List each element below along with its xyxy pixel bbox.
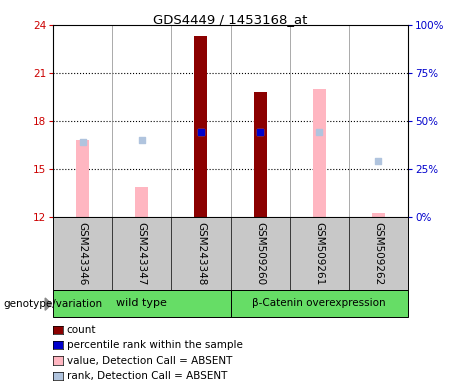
FancyBboxPatch shape bbox=[53, 217, 408, 290]
Point bbox=[197, 129, 205, 135]
Text: wild type: wild type bbox=[116, 298, 167, 308]
FancyBboxPatch shape bbox=[230, 290, 408, 317]
Text: genotype/variation: genotype/variation bbox=[4, 299, 103, 309]
Polygon shape bbox=[45, 298, 52, 310]
Text: count: count bbox=[67, 325, 96, 335]
Text: GDS4449 / 1453168_at: GDS4449 / 1453168_at bbox=[154, 13, 307, 26]
Bar bbox=[372, 213, 385, 217]
Text: GSM509260: GSM509260 bbox=[255, 222, 265, 285]
Text: GSM243347: GSM243347 bbox=[137, 222, 147, 285]
Text: rank, Detection Call = ABSENT: rank, Detection Call = ABSENT bbox=[67, 371, 227, 381]
Bar bbox=[135, 187, 148, 217]
Bar bbox=[313, 89, 326, 217]
Bar bbox=[195, 36, 207, 217]
Text: GSM509261: GSM509261 bbox=[314, 222, 324, 285]
Text: GSM509262: GSM509262 bbox=[373, 222, 384, 285]
Point bbox=[375, 158, 382, 164]
Text: percentile rank within the sample: percentile rank within the sample bbox=[67, 340, 243, 350]
Point bbox=[256, 129, 264, 135]
Text: β-Catenin overexpression: β-Catenin overexpression bbox=[253, 298, 386, 308]
Point bbox=[79, 139, 86, 145]
Point bbox=[315, 129, 323, 135]
Text: value, Detection Call = ABSENT: value, Detection Call = ABSENT bbox=[67, 356, 232, 366]
Bar bbox=[195, 132, 207, 217]
Point bbox=[197, 129, 205, 135]
FancyBboxPatch shape bbox=[53, 290, 230, 317]
Text: GSM243348: GSM243348 bbox=[196, 222, 206, 285]
Point bbox=[256, 129, 264, 135]
Bar bbox=[254, 92, 266, 217]
Point bbox=[138, 137, 145, 143]
Text: GSM243346: GSM243346 bbox=[77, 222, 88, 285]
Bar bbox=[76, 140, 89, 217]
Bar bbox=[254, 92, 266, 217]
